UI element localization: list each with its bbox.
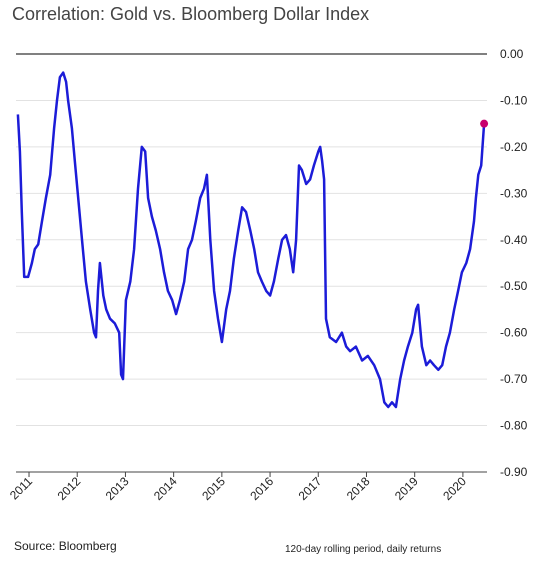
note: 120-day rolling period, daily returns [285, 544, 441, 555]
chart-title: Correlation: Gold vs. Bloomberg Dollar I… [12, 4, 369, 24]
x-tick-label: 2019 [392, 474, 421, 503]
x-tick-label: 2017 [296, 474, 325, 503]
y-tick-label: -0.10 [500, 93, 528, 107]
y-tick-label: 0.00 [500, 47, 524, 61]
y-tick-label: -0.30 [500, 186, 528, 200]
x-tick-label: 2014 [151, 474, 180, 503]
y-tick-label: -0.70 [500, 372, 528, 386]
y-tick-label: -0.60 [500, 326, 528, 340]
y-tick-label: -0.90 [500, 465, 528, 479]
x-tick-label: 2018 [344, 474, 373, 503]
x-tick-label: 2011 [7, 474, 35, 502]
x-tick-label: 2015 [199, 474, 228, 503]
source: Source: Bloomberg [14, 539, 117, 553]
y-tick-label: -0.80 [500, 419, 528, 433]
end-marker [480, 119, 489, 128]
x-tick-label: 2013 [103, 474, 132, 503]
x-tick-label: 2012 [55, 474, 84, 503]
y-tick-label: -0.20 [500, 140, 528, 154]
x-tick-label: 2020 [440, 474, 469, 503]
y-tick-label: -0.50 [500, 279, 528, 293]
line-series [16, 71, 486, 409]
y-tick-label: -0.40 [500, 233, 528, 247]
x-tick-label: 2016 [247, 474, 276, 503]
